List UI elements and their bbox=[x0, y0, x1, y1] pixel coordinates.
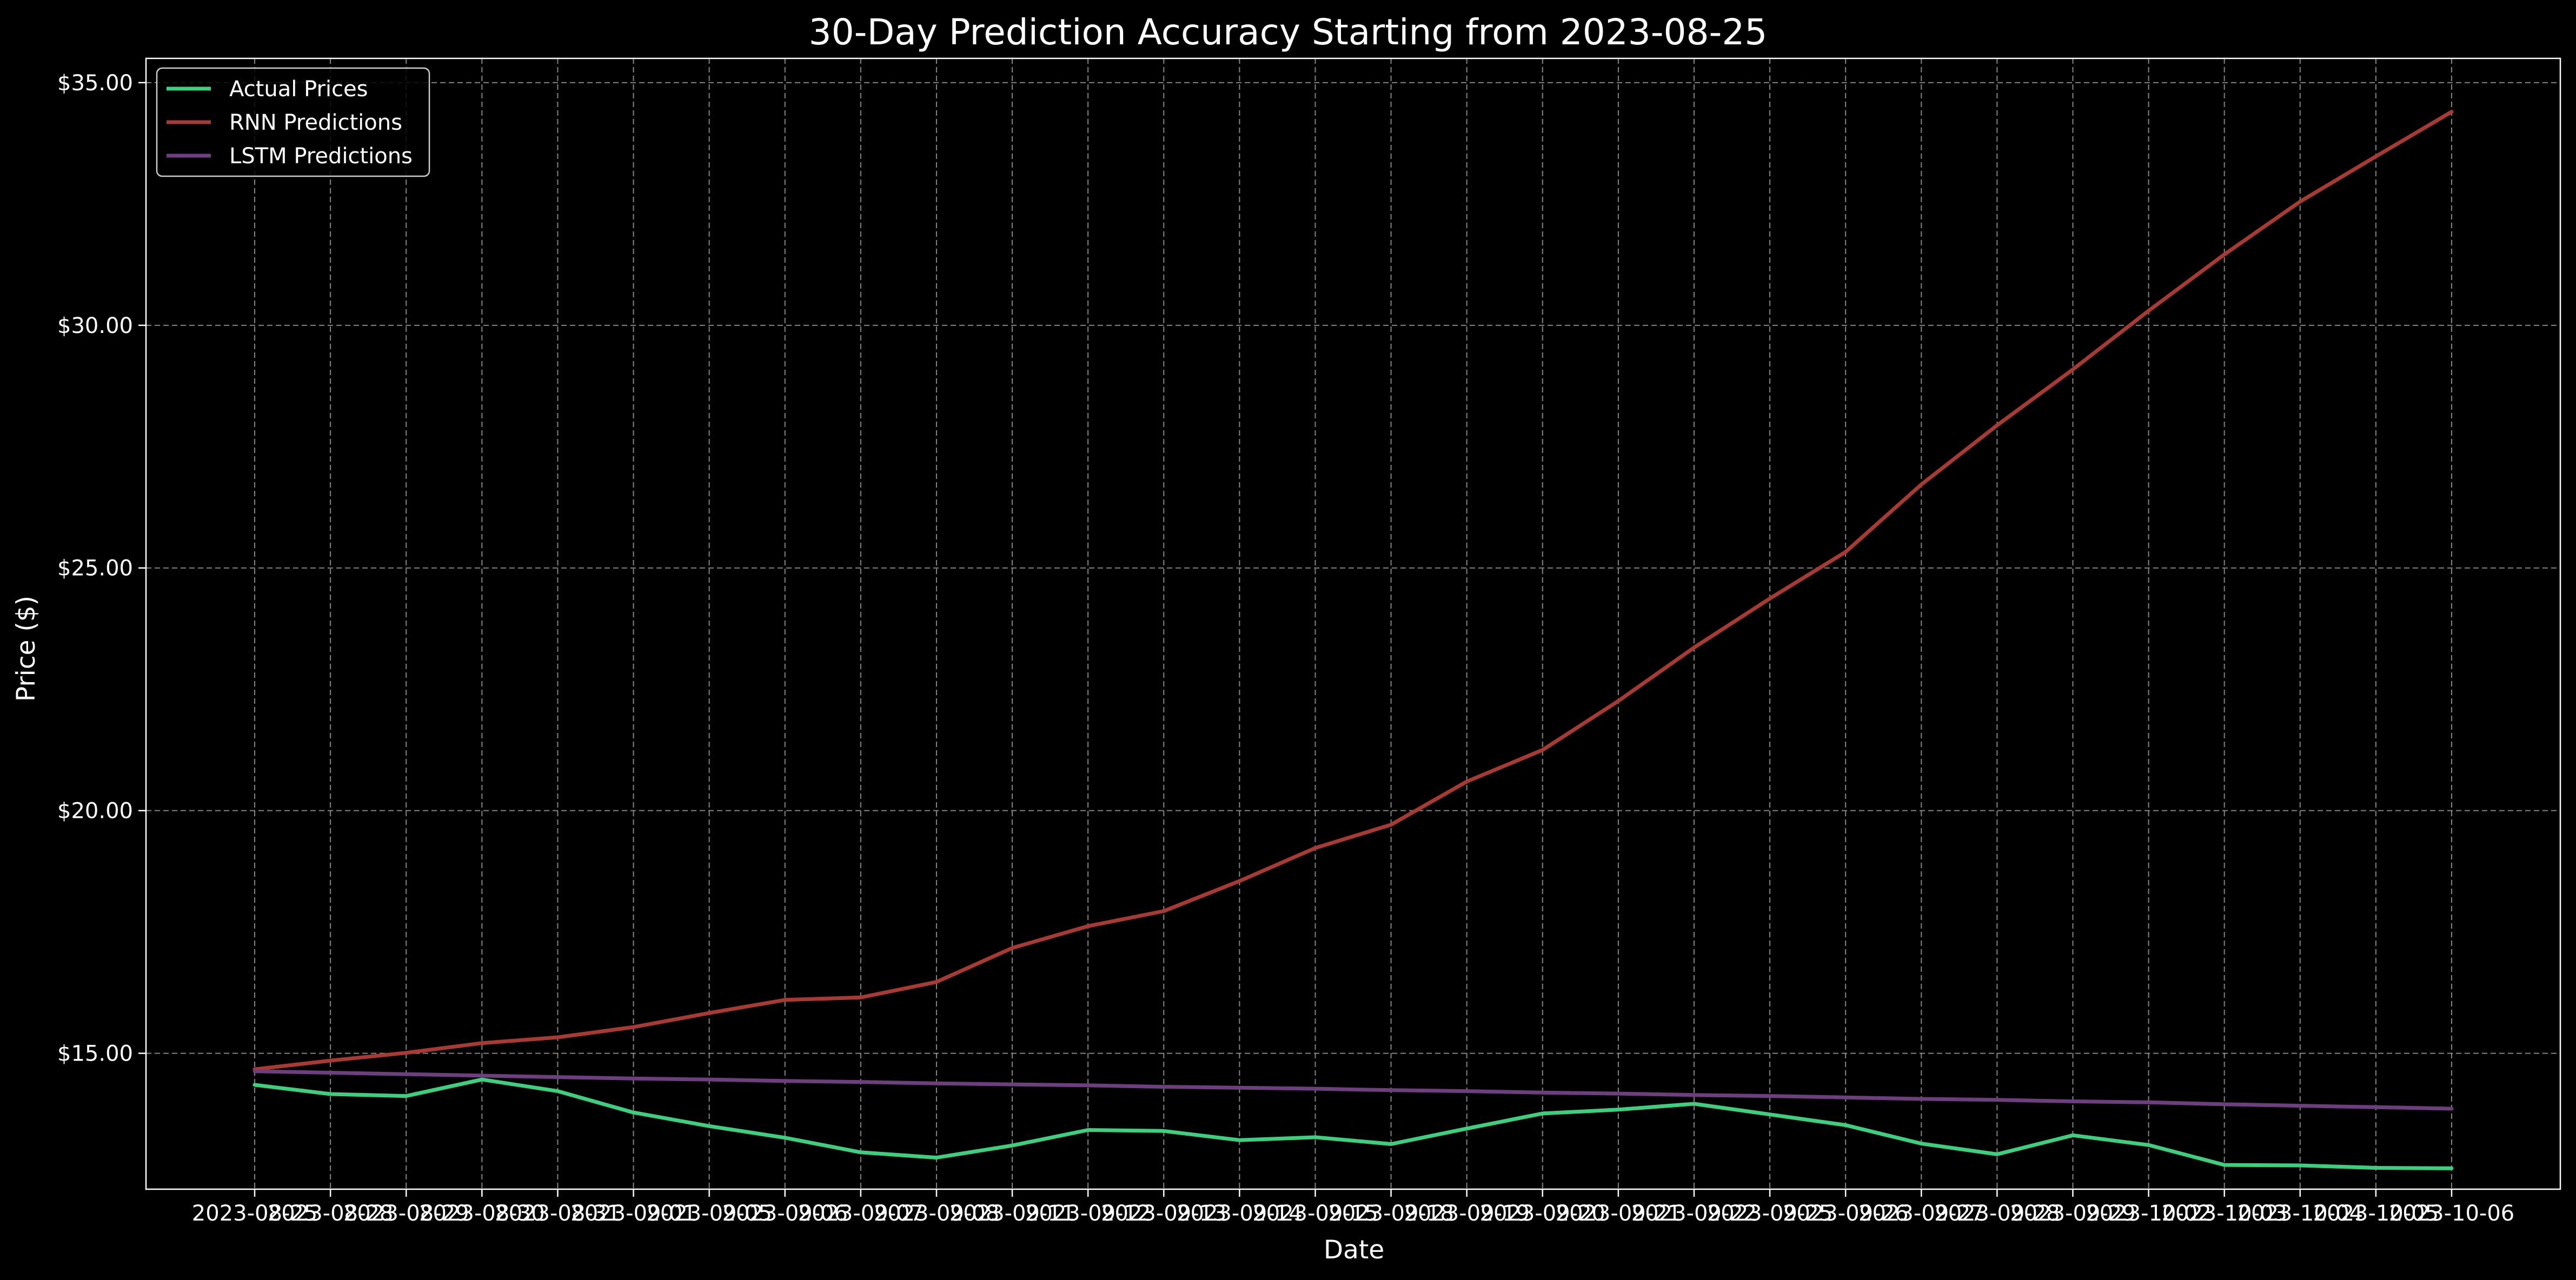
x-tick-label: 2023-08-25 bbox=[192, 1201, 317, 1226]
x-tick-label: 2023-08-31 bbox=[495, 1201, 620, 1226]
x-tick-label: 2023-09-15 bbox=[1252, 1201, 1378, 1226]
legend: Actual Prices RNN Predictions LSTM Predict… bbox=[156, 67, 430, 177]
y-tick-label: $20.00 bbox=[57, 799, 133, 824]
legend-entry: LSTM Predictions bbox=[229, 144, 413, 169]
x-tick-label: 2023-09-06 bbox=[722, 1201, 847, 1226]
x-axis: 2023-08-252023-08-282023-08-292023-08-30… bbox=[192, 1189, 2514, 1226]
x-tick-label: 2023-09-19 bbox=[1404, 1201, 1529, 1226]
series-line-rnn-predictions bbox=[253, 110, 2454, 1071]
x-tick-label: 2023-09-01 bbox=[570, 1201, 696, 1226]
x-tick-label: 2023-09-11 bbox=[950, 1201, 1075, 1226]
x-tick-label: 2023-10-03 bbox=[2161, 1201, 2287, 1226]
grid bbox=[146, 58, 2560, 1189]
x-tick-label: 2023-09-12 bbox=[1025, 1201, 1151, 1226]
y-tick-label: $25.00 bbox=[57, 556, 133, 581]
x-tick-label: 2023-10-02 bbox=[2086, 1201, 2211, 1226]
x-tick-label: 2023-09-20 bbox=[1480, 1201, 1605, 1226]
series-line-actual-prices bbox=[253, 1077, 2454, 1170]
x-tick-label: 2023-09-14 bbox=[1177, 1201, 1302, 1226]
x-tick-label: 2023-09-18 bbox=[1328, 1201, 1453, 1226]
x-tick-label: 2023-09-25 bbox=[1707, 1201, 1833, 1226]
y-axis: $15.00 $20.00 $25.00 $30.00 $35.00 bbox=[57, 71, 146, 1066]
y-tick-label: $15.00 bbox=[57, 1042, 133, 1066]
x-tick-label: 2023-09-28 bbox=[1934, 1201, 2060, 1226]
x-tick-label: 2023-10-05 bbox=[2313, 1201, 2439, 1226]
x-tick-label: 2023-09-05 bbox=[646, 1201, 772, 1226]
x-tick-label: 2023-10-04 bbox=[2238, 1201, 2363, 1226]
x-tick-label: 2023-09-07 bbox=[798, 1201, 924, 1226]
x-tick-label: 2023-10-06 bbox=[2389, 1201, 2514, 1226]
x-tick-label: 2023-09-13 bbox=[1101, 1201, 1226, 1226]
x-tick-label: 2023-09-22 bbox=[1631, 1201, 1757, 1226]
legend-box bbox=[156, 67, 430, 177]
series bbox=[253, 110, 2454, 1170]
y-axis-label: Price ($) bbox=[11, 596, 41, 702]
x-tick-label: 2023-09-27 bbox=[1858, 1201, 1984, 1226]
legend-entry: Actual Prices bbox=[229, 77, 368, 102]
x-tick-label: 2023-08-28 bbox=[268, 1201, 393, 1226]
y-tick-label: $35.00 bbox=[57, 71, 133, 96]
series-line-lstm-predictions bbox=[253, 1069, 2454, 1111]
x-tick-label: 2023-09-29 bbox=[2010, 1201, 2135, 1226]
legend-entry: RNN Predictions bbox=[229, 110, 402, 135]
chart-title: 30-Day Prediction Accuracy Starting from… bbox=[809, 11, 1768, 53]
y-tick-label: $30.00 bbox=[57, 314, 133, 338]
x-tick-label: 2023-08-29 bbox=[343, 1201, 469, 1226]
plot-frame bbox=[145, 57, 2561, 1190]
x-tick-label: 2023-09-26 bbox=[1783, 1201, 1908, 1226]
x-tick-label: 2023-08-30 bbox=[419, 1201, 545, 1226]
x-tick-label: 2023-09-21 bbox=[1556, 1201, 1681, 1226]
x-tick-label: 2023-09-08 bbox=[874, 1201, 999, 1226]
x-axis-label: Date bbox=[1324, 1235, 1384, 1265]
